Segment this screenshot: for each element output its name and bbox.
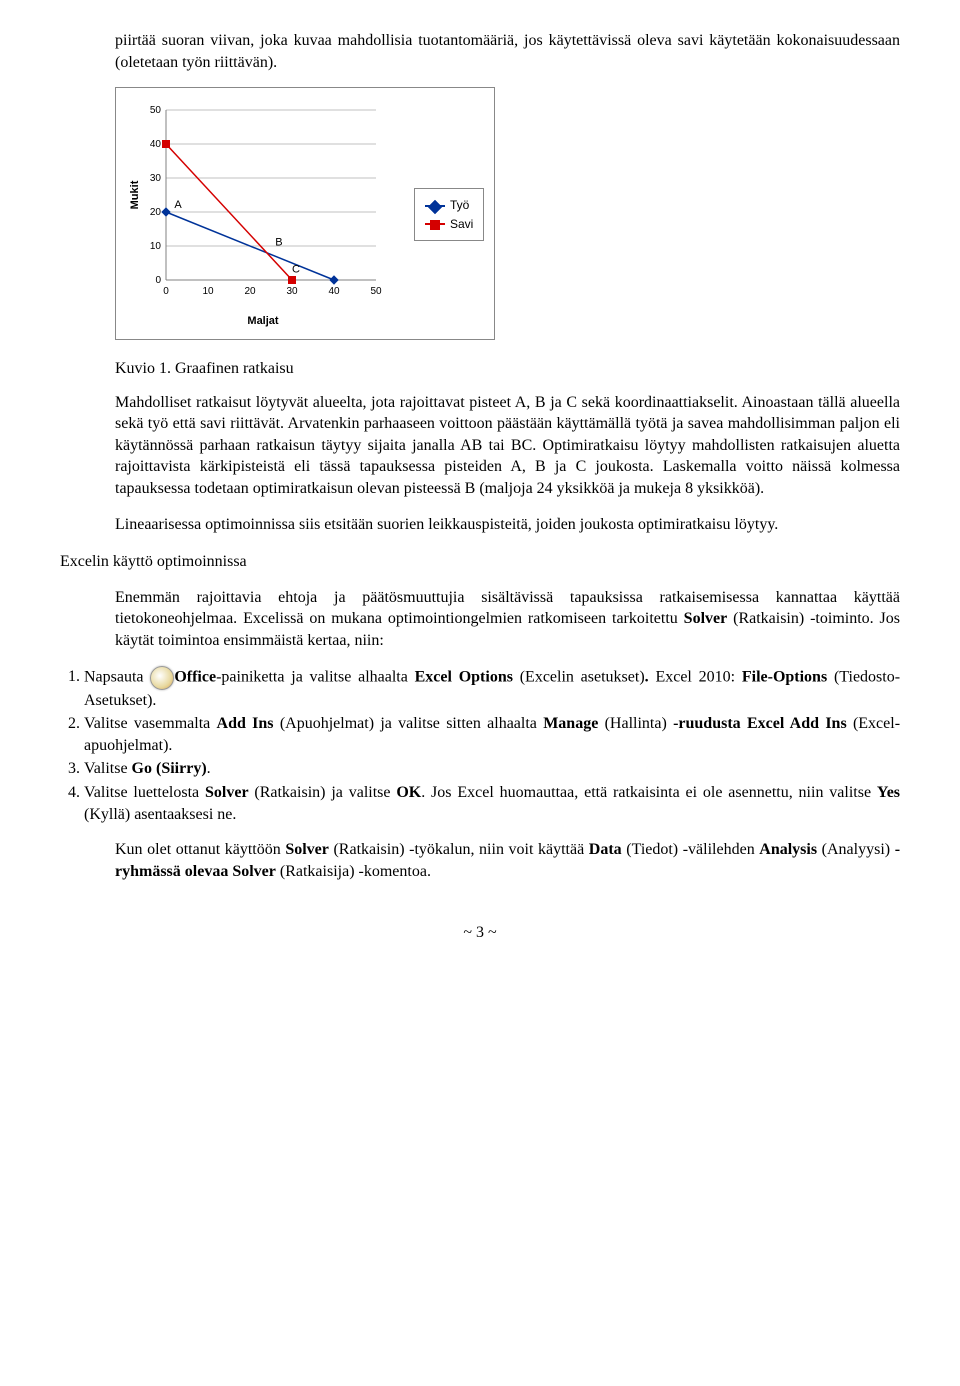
text: (Ratkaisin) ja valitse — [249, 784, 397, 801]
text-bold: Excel Options — [415, 668, 513, 685]
svg-text:40: 40 — [328, 286, 340, 297]
svg-text:10: 10 — [150, 241, 162, 252]
text: -painiketta ja valitse alhaalta — [216, 668, 415, 685]
text-bold: Solver — [684, 610, 728, 627]
text-bold: Go (Siirry) — [132, 760, 207, 777]
list-item: Napsauta Office-painiketta ja valitse al… — [84, 666, 900, 712]
text: (Analyysi) — [817, 841, 895, 858]
steps-list: Napsauta Office-painiketta ja valitse al… — [60, 666, 900, 826]
svg-text:B: B — [275, 237, 282, 249]
text-bold: Analysis — [759, 841, 817, 858]
svg-text:30: 30 — [286, 286, 298, 297]
body-paragraph-3: Enemmän rajoittavia ehtoja ja päätösmuut… — [115, 587, 900, 652]
text: (Tiedot) -välilehden — [622, 841, 760, 858]
svg-text:Mukit: Mukit — [129, 180, 141, 209]
text-bold: Excel Add Ins — [747, 715, 847, 732]
text-bold: Solver — [285, 841, 329, 858]
text: Valitse luettelosta — [84, 784, 205, 801]
x-axis-label: Maljat — [128, 314, 398, 329]
text: (Excelin asetukset) — [513, 668, 645, 685]
body-paragraph-2: Lineaarisessa optimoinnissa siis etsitää… — [115, 514, 900, 536]
svg-text:20: 20 — [150, 207, 162, 218]
office-icon — [150, 666, 174, 690]
svg-text:50: 50 — [150, 105, 162, 116]
svg-text:0: 0 — [155, 275, 161, 286]
list-item: Valitse vasemmalta Add Ins (Apuohjelmat)… — [84, 713, 900, 756]
svg-text:10: 10 — [202, 286, 214, 297]
text: Excel 2010: — [649, 668, 742, 685]
chart-legend: TyöSavi — [414, 188, 484, 240]
text: (Hallinta) — [598, 715, 673, 732]
text-bold: Solver — [232, 863, 276, 880]
text-bold: Add Ins — [217, 715, 274, 732]
text: Kun olet ottanut käyttöön — [115, 841, 285, 858]
text-bold: Office — [174, 668, 216, 685]
svg-text:C: C — [292, 264, 300, 276]
text: (Ratkaisin) -työkalun, niin voit käyttää — [329, 841, 589, 858]
svg-text:30: 30 — [150, 173, 162, 184]
figure-caption: Kuvio 1. Graafinen ratkaisu — [115, 358, 900, 380]
text-bold: Solver — [205, 784, 249, 801]
text-bold: Yes — [877, 784, 900, 801]
text: Valitse vasemmalta — [84, 715, 217, 732]
svg-text:50: 50 — [370, 286, 382, 297]
intro-paragraph: piirtää suoran viivan, joka kuvaa mahdol… — [115, 30, 900, 73]
text: (Ratkaisija) -komentoa. — [276, 863, 431, 880]
body-paragraph-1: Mahdolliset ratkaisut löytyvät alueelta,… — [115, 392, 900, 500]
text: . Jos Excel huomauttaa, että ratkaisinta… — [421, 784, 877, 801]
text-bold: File-Options — [742, 668, 827, 685]
text-bold: Manage — [543, 715, 598, 732]
svg-text:A: A — [174, 199, 182, 211]
svg-text:20: 20 — [244, 286, 256, 297]
text: . — [207, 760, 211, 777]
chart-plot: Mukit 0 10 20 30 40 50 0 10 20 30 40 50 A B C Maljat — [128, 100, 398, 329]
text: (Apuohjelmat) ja valitse sitten alhaalta — [274, 715, 544, 732]
section-heading: Excelin käyttö optimoinnissa — [60, 551, 900, 573]
text: (Kyllä) asentaaksesi ne. — [84, 806, 236, 823]
text: Valitse — [84, 760, 132, 777]
chart-container: Mukit 0 10 20 30 40 50 0 10 20 30 40 50 A B C Maljat Ty… — [115, 87, 495, 340]
text-bold: -ruudusta — [673, 715, 747, 732]
page-number: ~ 3 ~ — [60, 922, 900, 944]
list-item: Valitse Go (Siirry). — [84, 758, 900, 780]
text-bold: OK — [396, 784, 421, 801]
text-bold: Data — [589, 841, 622, 858]
svg-text:0: 0 — [163, 286, 169, 297]
text: Napsauta — [84, 668, 150, 685]
body-paragraph-4: Kun olet ottanut käyttöön Solver (Ratkai… — [115, 839, 900, 882]
list-item: Valitse luettelosta Solver (Ratkaisin) j… — [84, 782, 900, 825]
svg-text:40: 40 — [150, 139, 162, 150]
